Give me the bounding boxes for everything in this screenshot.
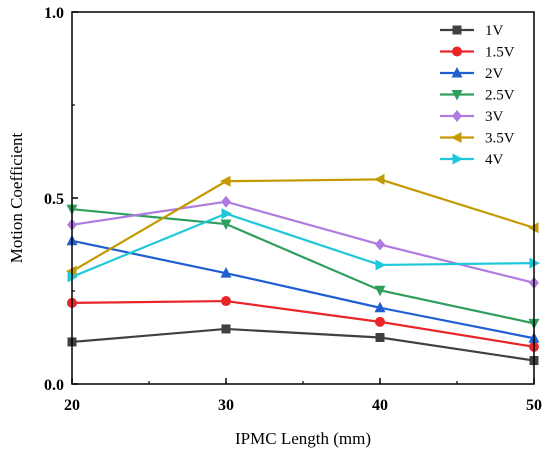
legend-item-2.5V: 2.5V [440,88,515,104]
legend-marker-1.5V [452,46,462,57]
series-line-2.5V [71,208,535,325]
data-point-3V-40 [375,238,385,251]
legend-label-3.5V: 3.5V [485,131,515,147]
legend-label-4V: 4V [485,152,504,168]
data-point-1.5V-40 [375,316,385,327]
data-point-2V-40 [374,301,386,313]
legend-item-4V: 4V [440,152,504,168]
axes: 20 30 40 50 0.0 0.5 1.0 [44,5,542,414]
legend-marker-2.5V [451,90,463,101]
series-line-2V [71,239,535,340]
data-point-4V-40 [375,259,386,271]
legend-marker-1V [452,25,462,35]
data-point-1V-30 [221,324,231,334]
x-tick-label-20: 20 [64,397,80,414]
legend-label-2.5V: 2.5V [485,88,515,104]
data-point-2.5V-40 [374,285,386,297]
series-1V [67,324,539,366]
y-axis-title: Motion Coefficient [7,132,26,263]
y-tick-label-1.0: 1.0 [44,5,64,22]
data-point-4V-30 [221,208,232,220]
legend-marker-4V [452,153,463,165]
legend-label-1V: 1V [485,23,504,39]
x-tick-label-30: 30 [218,397,234,414]
series-3V [67,195,539,289]
data-point-2.5V-30 [220,219,232,231]
data-point-3.5V-40 [374,173,385,185]
series-line-3V [71,200,535,284]
x-tick-label-40: 40 [372,397,388,414]
legend-label-3V: 3V [485,109,504,125]
data-point-3.5V-30 [220,175,231,187]
legend-item-2V: 2V [440,66,504,82]
plot-area [66,173,540,366]
legend-item-3V: 3V [440,109,504,125]
legend-item-1.5V: 1.5V [440,45,515,61]
series-line-1.5V [71,299,535,348]
series-4V [67,208,540,283]
data-point-1V-40 [375,333,385,342]
y-tick-label-0.5: 0.5 [44,191,64,208]
x-tick-label-50: 50 [526,397,542,414]
series-line-1V [71,327,535,362]
legend-label-1.5V: 1.5V [485,45,515,61]
y-tick-label-0.0: 0.0 [44,377,64,394]
data-point-1.5V-30 [221,296,231,307]
x-axis-title: IPMC Length (mm) [235,429,371,448]
legend-marker-2V [451,67,463,78]
legend-marker-3V [452,110,462,122]
legend-label-2V: 2V [485,66,504,82]
legend-item-3.5V: 3.5V [440,131,515,147]
plot-frame [71,11,535,385]
data-point-3V-30 [221,195,231,208]
legend-item-1V: 1V [440,23,504,39]
series-3.5V [66,173,539,277]
legend-marker-3.5V [451,132,462,143]
legend: 1V 1.5V 2V 2.5V 3V 3.5V 4V [440,23,515,168]
series-line-4V [71,212,535,278]
series-line-3.5V [71,178,535,273]
data-point-2V-30 [220,267,232,278]
series-1.5V [67,296,539,352]
